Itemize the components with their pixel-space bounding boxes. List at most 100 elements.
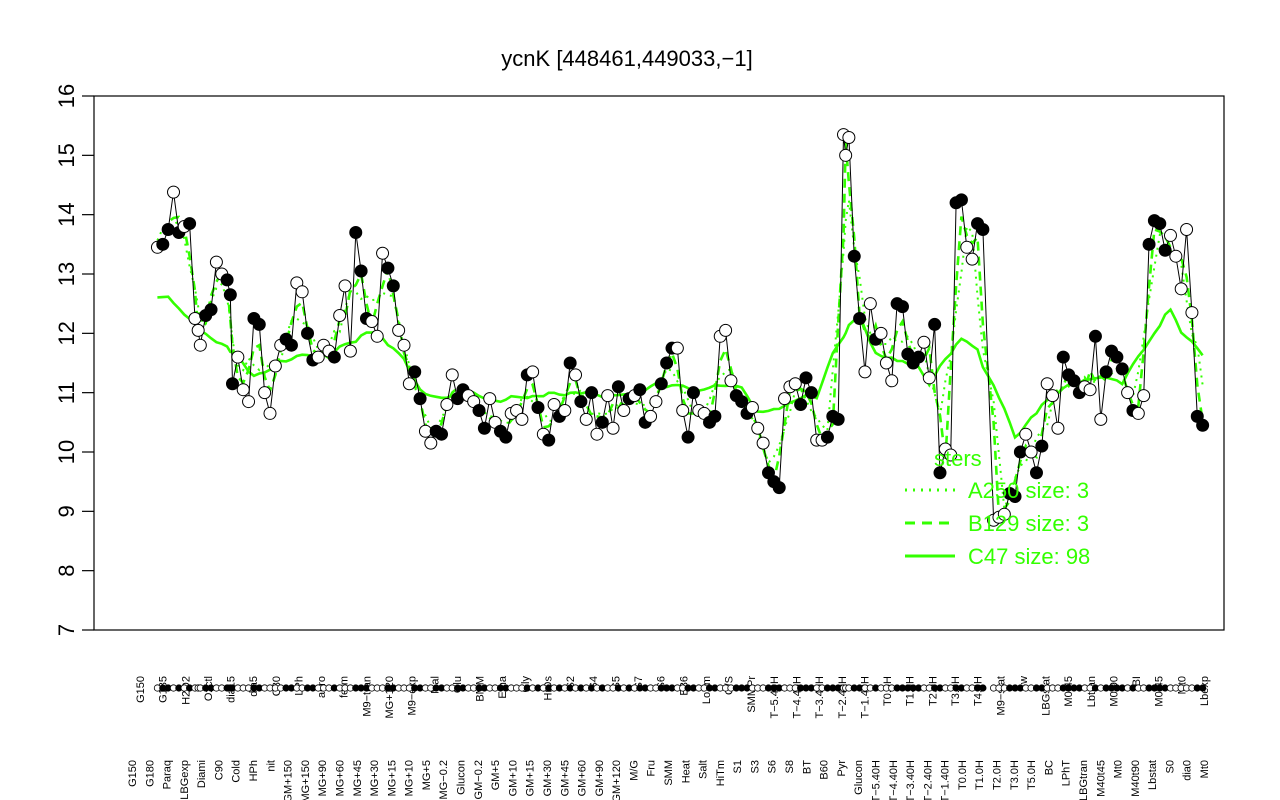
- x-tick-label: LPhT: [1061, 760, 1073, 787]
- legend-entry: C47 size: 98: [968, 544, 1090, 569]
- x-tick-label: MG+15: [386, 760, 398, 796]
- category-dot: [1199, 684, 1207, 692]
- legend-title: sters: [934, 446, 982, 471]
- data-point: [839, 148, 853, 162]
- x-tick-label: Lbexp: [1199, 676, 1211, 706]
- data-point: [574, 395, 588, 409]
- x-tick-label: M40t45: [1095, 760, 1107, 797]
- data-point: [917, 335, 931, 349]
- x-tick-label: T1.0H: [905, 676, 917, 706]
- data-point: [976, 223, 990, 236]
- data-point: [1046, 389, 1060, 403]
- data-point: [435, 427, 449, 441]
- x-tick-label: GM+60: [577, 760, 589, 796]
- chart-title: ycnK [448461,449033,−1]: [501, 46, 752, 71]
- data-point: [1174, 282, 1188, 296]
- data-point: [676, 403, 690, 417]
- x-tick-label: Glucon: [456, 760, 468, 795]
- data-point: [1083, 383, 1097, 397]
- y-tick-label: 13: [54, 262, 79, 286]
- data-point: [611, 380, 625, 394]
- data-point: [263, 406, 277, 420]
- x-tick-label: Glucon: [853, 760, 865, 795]
- data-point: [595, 415, 609, 429]
- data-point: [354, 264, 368, 278]
- data-point: [842, 131, 856, 145]
- data-point: [220, 273, 234, 287]
- x-tick-label: MG+150: [300, 760, 312, 800]
- data-point: [472, 403, 486, 417]
- data-point: [686, 386, 700, 400]
- data-point: [778, 392, 792, 406]
- data-point: [547, 398, 561, 412]
- x-tick-label: HiTm: [715, 760, 727, 786]
- x-tick-label: T1.0H: [974, 760, 986, 790]
- data-point: [997, 507, 1011, 521]
- data-point: [601, 389, 615, 403]
- y-tick-label: 16: [54, 84, 79, 108]
- x-tick-label: M9−tran: [361, 676, 373, 717]
- data-point: [531, 401, 545, 414]
- data-point: [386, 279, 400, 293]
- x-tick-label: MG+5: [421, 760, 433, 790]
- data-point: [1094, 412, 1108, 426]
- x-tick-label: T0.0H: [957, 760, 969, 790]
- x-tick-label: MG+45: [352, 760, 364, 796]
- data-point: [402, 377, 416, 391]
- data-point: [349, 225, 363, 239]
- data-point: [874, 326, 888, 340]
- data-point: [1110, 350, 1124, 364]
- data-point: [183, 217, 197, 231]
- x-tick-label: GM+90: [594, 760, 606, 796]
- x-axis-labels-top: G150G135H2O2Oxctldia15dia5C30LPhaeroferm…: [135, 675, 1211, 718]
- data-point: [333, 309, 347, 323]
- data-point: [649, 395, 663, 409]
- x-tick-label: T3.0H: [1009, 760, 1021, 790]
- x-tick-label: LBGexp: [179, 760, 191, 800]
- data-point: [735, 395, 749, 409]
- data-point: [295, 285, 309, 299]
- data-point: [204, 303, 218, 317]
- x-tick-label: GM+30: [542, 760, 554, 796]
- data-point: [223, 288, 237, 302]
- x-tick-label: T−4.40H: [792, 676, 804, 719]
- x-tick-label: M40t90: [1130, 760, 1142, 797]
- data-point: [794, 398, 808, 412]
- data-point: [327, 350, 341, 364]
- x-tick-label: T−5.40H: [769, 676, 781, 719]
- data-point: [1067, 374, 1081, 388]
- data-point: [209, 255, 223, 269]
- data-point: [1196, 418, 1210, 432]
- x-tick-label: Diami: [196, 760, 208, 788]
- data-point: [681, 430, 695, 444]
- x-tick-label: MG+60: [334, 760, 346, 796]
- x-tick-label: HPh: [248, 760, 260, 781]
- data-point: [397, 338, 411, 352]
- data-points: [150, 128, 1210, 527]
- data-connector-line: [157, 134, 1204, 522]
- x-tick-label: Cold: [231, 760, 243, 783]
- x-tick-label: M9−exp: [407, 676, 419, 715]
- x-tick-label: Heat: [680, 760, 692, 783]
- data-point: [670, 341, 684, 355]
- data-point: [418, 424, 432, 438]
- data-point: [745, 401, 759, 414]
- data-point: [606, 421, 620, 435]
- data-point: [563, 356, 577, 370]
- x-tick-label: S6: [767, 760, 779, 773]
- data-point: [928, 317, 942, 331]
- data-point: [756, 436, 770, 450]
- data-point: [1137, 389, 1151, 403]
- category-dot: [979, 684, 987, 692]
- y-tick-label: 10: [54, 440, 79, 464]
- data-point: [1056, 350, 1070, 364]
- data-point: [1153, 217, 1167, 231]
- series-line-b129: [156, 142, 1204, 522]
- data-point: [1019, 427, 1033, 441]
- data-point: [858, 365, 872, 379]
- data-point: [1121, 386, 1135, 400]
- x-tick-label: Mt0: [1199, 760, 1211, 778]
- x-tick-label: T−5.40H: [870, 760, 882, 800]
- data-point: [370, 329, 384, 343]
